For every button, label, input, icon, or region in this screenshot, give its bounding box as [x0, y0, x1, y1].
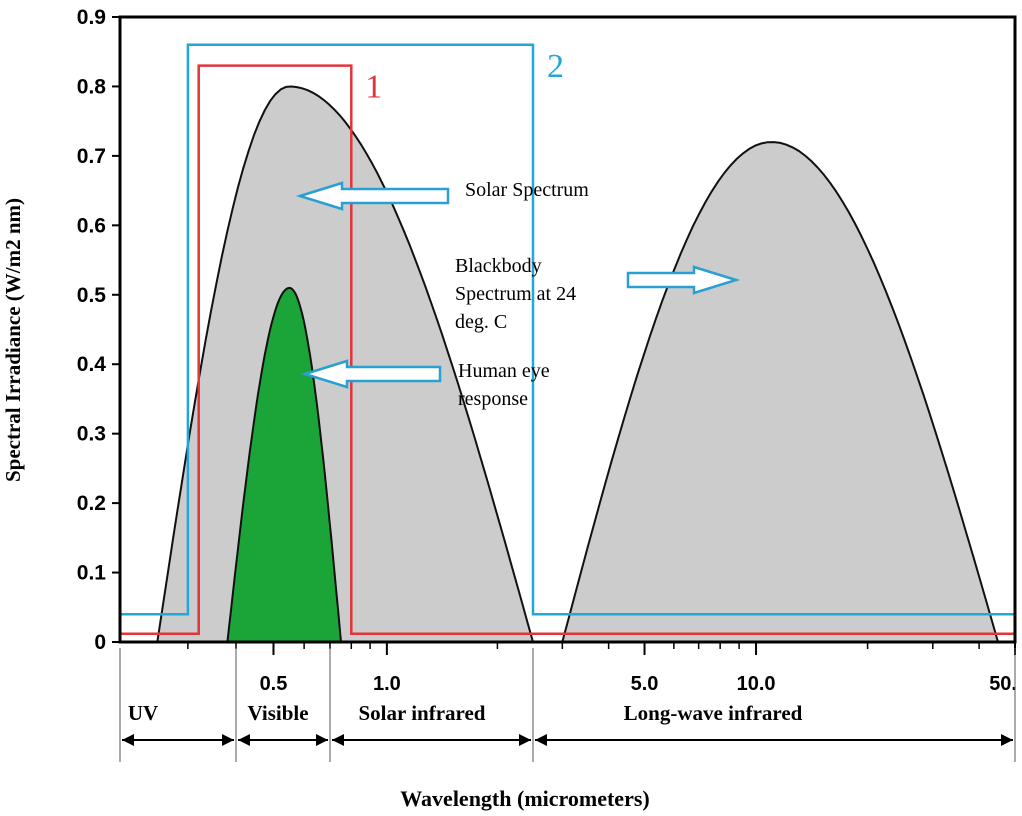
annotation-line: deg. C — [455, 311, 507, 333]
region-arrow-head-left — [535, 734, 547, 746]
region-arrow-head-right — [519, 734, 531, 746]
annotation-text: Solar Spectrum — [465, 179, 589, 201]
y-tick-label: 0.6 — [77, 214, 106, 237]
region-arrow-head-left — [332, 734, 344, 746]
x-axis-ticks: 0.5 1.0 5.0 10.0 50. — [187, 642, 1017, 695]
region-label: Long-wave infrared — [624, 701, 803, 725]
plot-frame — [118, 15, 1017, 644]
annotation-text: Blackbody Spectrum at 24 deg. C — [455, 255, 576, 333]
annotation-line: Spectrum at 24 — [455, 283, 576, 305]
step-lines — [120, 43, 1015, 635]
x-tick-label: 50. — [989, 673, 1017, 695]
annotation-arrow — [295, 181, 450, 211]
region-label: Solar infrared — [359, 701, 486, 725]
region-long-wave-infrared: Long-wave infrared — [535, 701, 1013, 746]
annotation-line: response — [458, 388, 528, 410]
region-bar: UV Visible Solar infrared Long-wave infrare… — [119, 648, 1016, 762]
y-tick-label: 0.5 — [77, 284, 107, 307]
region-uv: UV — [122, 701, 234, 746]
region-arrow-head-right — [1001, 734, 1013, 746]
annotation-text: Human eye response — [458, 360, 550, 410]
x-tick-label: 0.5 — [260, 673, 288, 695]
y-tick-labels: 0 0.1 0.2 0.3 0.4 0.5 0.6 0.7 0.8 0.9 — [77, 6, 120, 654]
annotations: Solar Spectrum Blackbody Spectrum at 24 deg… — [295, 179, 741, 410]
filter-1-line — [120, 64, 1015, 635]
blackbody-spectrum-at-24-deg-c-area — [560, 141, 1000, 643]
annotation-line: Solar Spectrum — [465, 179, 589, 201]
annotation-arrow — [300, 359, 442, 389]
x-tick-label: 5.0 — [631, 673, 659, 695]
region-arrow-head-right — [222, 734, 234, 746]
x-tick-label: 10.0 — [737, 673, 776, 695]
y-tick-label: 0.4 — [77, 353, 107, 376]
series-number-labels: 12 — [365, 48, 564, 106]
region-arrow-head-right — [316, 734, 328, 746]
region-arrow-head-left — [238, 734, 250, 746]
annotation-line: Human eye — [458, 360, 550, 382]
region-label: Visible — [247, 701, 308, 725]
region-label: UV — [128, 701, 158, 725]
filter-2-label: 2 — [547, 48, 564, 85]
y-tick-label: 0.9 — [77, 6, 106, 29]
filter-1-label: 1 — [365, 69, 382, 106]
y-tick-label: 0.7 — [77, 145, 106, 168]
spectrum-areas — [156, 85, 1000, 643]
region-solar-infrared: Solar infrared — [332, 701, 531, 746]
annotation-line: Blackbody — [455, 255, 542, 277]
filter-2-line — [120, 43, 1015, 616]
y-axis-label: Spectral Irradiance (W/m2 nm) — [1, 198, 25, 482]
y-tick-label: 0.3 — [77, 423, 106, 446]
annotation-arrow — [626, 265, 741, 295]
region-visible: Visible — [238, 701, 328, 746]
y-tick-label: 0.8 — [77, 75, 107, 98]
y-tick-label: 0.2 — [77, 492, 106, 515]
x-axis-label: Wavelength (micrometers) — [400, 786, 649, 811]
x-tick-label: 1.0 — [373, 673, 401, 695]
region-arrow-head-left — [122, 734, 134, 746]
y-tick-label: 0.1 — [77, 562, 107, 585]
y-tick-label: 0 — [94, 631, 106, 654]
